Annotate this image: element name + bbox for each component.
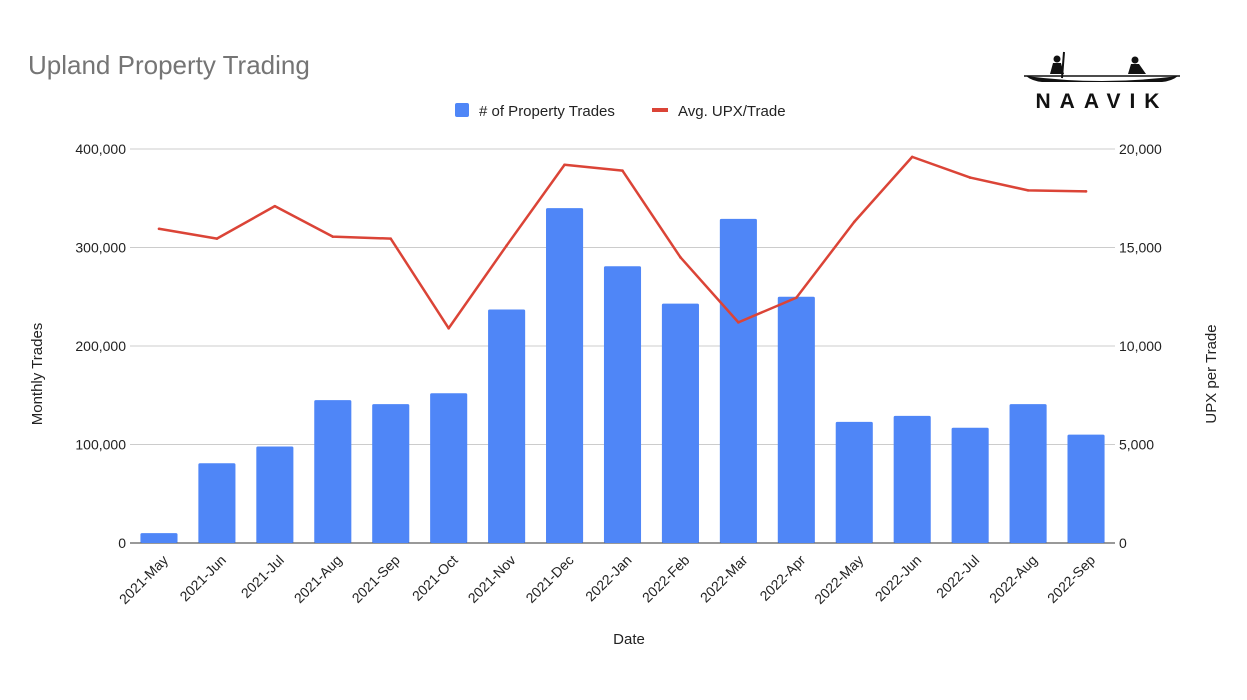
line-point xyxy=(447,326,450,330)
x-tick-label: 2022-Aug xyxy=(986,552,1040,606)
x-tick-label: 2021-Oct xyxy=(409,552,461,604)
line-point xyxy=(157,227,161,231)
line-point xyxy=(795,296,798,300)
right-axis-ticks: 0 5,000 10,000 15,000 20,000 xyxy=(1119,141,1162,551)
naavik-logo: NAAVIK xyxy=(1022,46,1182,116)
line-series xyxy=(157,155,1088,330)
line-point xyxy=(505,244,508,247)
bar xyxy=(198,463,236,543)
x-tick-label: 2022-Sep xyxy=(1044,552,1098,606)
legend-label-bars: # of Property Trades xyxy=(479,103,615,120)
line-point xyxy=(852,220,856,224)
legend-label-line: Avg. UPX/Trade xyxy=(678,103,786,120)
bar xyxy=(314,400,352,543)
y-tick-label: 300,000 xyxy=(75,240,126,256)
x-tick-label: 2022-Jun xyxy=(872,552,925,605)
bar-series xyxy=(140,208,1105,543)
x-tick-label: 2021-Sep xyxy=(349,552,403,606)
bar xyxy=(430,393,468,543)
line-point xyxy=(273,204,277,208)
y-tick-label: 100,000 xyxy=(75,437,126,453)
line-point xyxy=(910,155,914,159)
bar xyxy=(1067,434,1105,543)
logo-text: NAAVIK xyxy=(1035,90,1169,113)
line-point xyxy=(621,169,624,172)
x-tick-label: 2022-Feb xyxy=(639,552,693,606)
line-point xyxy=(1084,190,1088,193)
y2-tick-label: 20,000 xyxy=(1119,141,1162,157)
bar xyxy=(372,404,410,543)
bar xyxy=(893,415,931,543)
x-tick-label: 2021-Jun xyxy=(176,552,229,605)
bar xyxy=(256,446,294,543)
x-tick-label: 2021-Nov xyxy=(465,552,519,606)
line-point xyxy=(968,176,972,179)
x-axis-title: Date xyxy=(613,631,645,648)
y-axis-title: Monthly Trades xyxy=(29,323,46,426)
legend: # of Property Trades Avg. UPX/Trade xyxy=(455,103,786,120)
y2-tick-label: 0 xyxy=(1119,535,1127,551)
bar xyxy=(488,309,526,543)
y2-tick-label: 15,000 xyxy=(1119,240,1162,256)
y-tick-label: 200,000 xyxy=(75,338,126,354)
bar xyxy=(661,303,699,543)
bar xyxy=(1009,404,1047,543)
x-tick-label: 2021-Aug xyxy=(291,552,345,606)
line-point xyxy=(563,163,566,167)
bar xyxy=(719,218,757,543)
bar xyxy=(835,421,873,543)
line-point xyxy=(737,321,740,324)
x-tick-label: 2022-May xyxy=(811,552,866,607)
legend-swatch-line xyxy=(652,108,668,112)
line-point xyxy=(1026,189,1030,192)
x-tick-label: 2022-Jul xyxy=(933,552,982,601)
x-tick-label: 2021-Dec xyxy=(522,552,576,606)
chart-title: Upland Property Trading xyxy=(28,50,310,80)
bar xyxy=(546,208,584,543)
x-tick-label: 2021-Jul xyxy=(238,552,287,601)
x-tick-label: 2022-Jan xyxy=(582,552,635,605)
line-point xyxy=(679,256,682,259)
boat-icon xyxy=(1024,51,1180,82)
line-point xyxy=(215,237,219,240)
y2-tick-label: 5,000 xyxy=(1119,437,1154,453)
y-tick-label: 0 xyxy=(118,535,126,551)
bar xyxy=(603,266,642,543)
bar xyxy=(777,296,815,543)
x-tick-label: 2022-Mar xyxy=(697,552,751,606)
y-tick-label: 400,000 xyxy=(75,141,126,157)
y2-tick-label: 10,000 xyxy=(1119,338,1162,354)
line-point xyxy=(331,235,335,238)
legend-swatch-bars xyxy=(455,103,469,117)
x-axis-ticks: 2021-May 2021-Jun 2021-Jul 2021-Aug 2021-Sep… xyxy=(116,552,1099,608)
bar xyxy=(140,533,178,543)
x-tick-label: 2021-May xyxy=(116,552,171,607)
y2-axis-title: UPX per Trade xyxy=(1203,324,1220,423)
bar xyxy=(951,427,989,543)
x-tick-label: 2022-Apr xyxy=(756,552,808,604)
left-axis-ticks: 0 100,000 200,000 300,000 400,000 xyxy=(75,141,126,551)
line-point xyxy=(389,237,393,240)
